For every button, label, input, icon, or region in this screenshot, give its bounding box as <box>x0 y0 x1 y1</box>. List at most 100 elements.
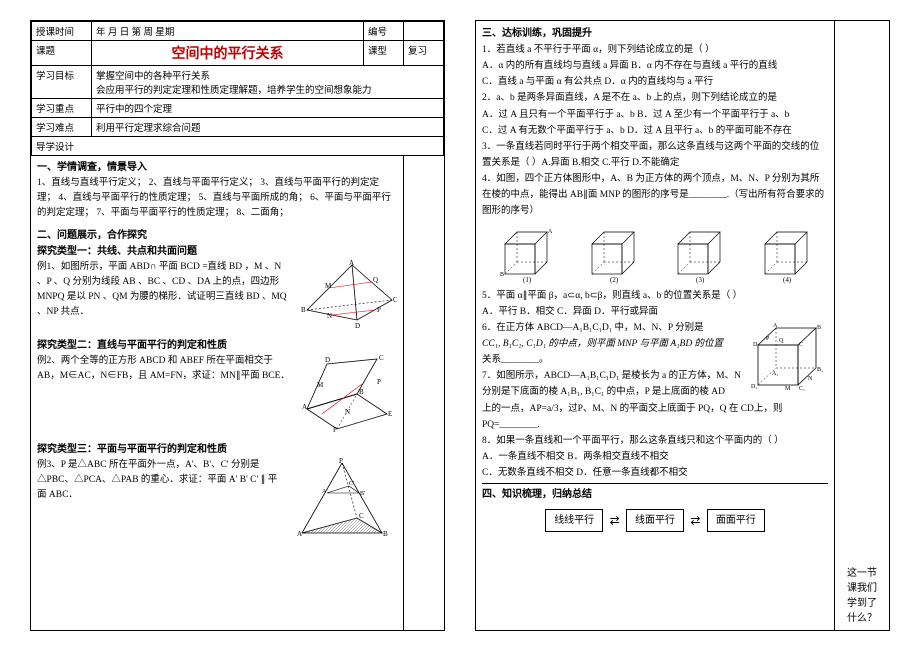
q7: 7．如图所示，ABCD—A₁B₁C₁D₁ 是棱长为 a 的正方体，M、N <box>482 368 744 384</box>
svg-text:C: C <box>359 512 364 520</box>
svg-text:(3): (3) <box>696 276 705 284</box>
svg-text:P: P <box>766 336 770 342</box>
unit-cube-figure: D Q C P A B D₁ C₁ A₁ B₁ M N <box>748 320 828 400</box>
hdr-design-label: 导学设计 <box>32 137 444 156</box>
svg-text:D: D <box>753 342 758 348</box>
q1b: C．直线 a 与平面 α 有公共点 D．α 内的直线均与 a 平行 <box>482 74 828 90</box>
lesson-title: 空间中的平行关系 <box>92 41 364 66</box>
svg-text:A': A' <box>322 489 327 495</box>
svg-text:A: A <box>302 403 307 411</box>
q1: 1．若直线 a 不平行于平面 α，则下列结论成立的是（ ） <box>482 42 828 58</box>
svg-text:A₁: A₁ <box>772 371 778 377</box>
svg-text:B₁: B₁ <box>817 367 823 373</box>
svg-text:E: E <box>388 410 392 418</box>
svg-text:B': B' <box>360 491 365 497</box>
hdr-goal-value: 掌握空间中的各种平行关系 会应用平行的判定定理和性质定理解题，培养学生的空间想象… <box>92 66 444 99</box>
two-squares-figure: D C A B F E M N P <box>297 354 397 434</box>
svg-text:Q: Q <box>779 338 784 344</box>
svg-text:D: D <box>325 356 330 364</box>
svg-text:C: C <box>393 296 397 304</box>
svg-text:C: C <box>799 342 803 348</box>
flow-b1: 线线平行 <box>545 509 603 532</box>
svg-text:M: M <box>317 381 324 389</box>
sec4-title: 四、知识梳理，归纳总结 <box>482 486 828 503</box>
hdr-diff-value: 利用平行定理求综合问题 <box>92 118 444 137</box>
q4: 4．如图，四个正方体图形中，A、B 为正方体的两个顶点，M、N、P 分别为其所在… <box>482 171 828 219</box>
t1-title: 探究类型一：共线、共点和共面问题 <box>37 244 397 260</box>
t3-body: 例3、P 是△ABC 所在平面外一点，A'、B'、C' 分别是 △PBC、△PC… <box>37 458 281 543</box>
tetrahedron-figure: A B D C M Q N P <box>297 260 397 330</box>
hdr-time-label: 授课时间 <box>32 22 92 41</box>
q6: 6．在正方体 ABCD—A₁B₁C₁D₁ 中，M、N、P 分别是 <box>482 320 744 336</box>
t2-body: 例2、两个全等的正方形 ABCD 和 ABEF 所在平面相交于 AB，M∈AC，… <box>37 354 291 434</box>
svg-text:C': C' <box>349 481 354 487</box>
svg-text:M: M <box>325 282 332 290</box>
svg-text:A: A <box>773 323 778 329</box>
q8a: A．一条直线不相交 B．两条相交直线不相交 <box>482 449 828 465</box>
svg-text:C: C <box>379 354 384 362</box>
right-page: 三、达标训练，巩固提升 1．若直线 a 不平行于平面 α，则下列结论成立的是（ … <box>475 20 890 631</box>
arrow-icon: ⇄ <box>610 514 620 528</box>
svg-text:N: N <box>808 376 813 382</box>
q2: 2．a、b 是两条异面直线，A 是不在 a、b 上的点，则下列结论成立的是 <box>482 90 828 106</box>
q2b: C．过 A 有无数个平面平行于 a、b D．过 A 且平行 a、b 的平面可能不… <box>482 123 828 139</box>
svg-text:D: D <box>355 322 360 330</box>
svg-text:B: B <box>359 388 364 396</box>
pyramid-figure: P A B C A' B' C' <box>287 458 397 543</box>
hdr-num-label: 编号 <box>364 22 404 41</box>
q8: 8．如果一条直线和一个平面平行，那么这条直线只和这个平面内的（ ） <box>482 433 828 449</box>
svg-text:B: B <box>383 530 388 538</box>
svg-text:P: P <box>377 306 381 314</box>
q6b: CC₁, B₁C₁, C₁D₁ 的中点，则平面 MNP 与平面 A₁BD 的位置 <box>482 336 744 352</box>
hdr-focus-value: 平行中的四个定理 <box>92 99 444 118</box>
right-body: 三、达标训练，巩固提升 1．若直线 a 不平行于平面 α，则下列结论成立的是（ … <box>476 21 834 630</box>
q5a: A．平行 B．相交 C．异面 D．平行或异面 <box>482 304 828 320</box>
flow-b2: 线面平行 <box>626 509 684 532</box>
header-table: 授课时间 年 月 日 第 周 星期 编号 课题 空间中的平行关系 课型 复习 学… <box>31 21 444 156</box>
svg-text:N: N <box>327 312 332 320</box>
svg-text:N: N <box>345 408 350 416</box>
hdr-time-value: 年 月 日 第 周 星期 <box>92 22 364 41</box>
cube-3: (3) <box>668 224 728 284</box>
hdr-focus-label: 学习重点 <box>32 99 92 118</box>
q7b: 分别是下底面的棱 A₁B₁, B₁C₁ 的中点，P 是上底面的棱 AD <box>482 384 744 400</box>
svg-text:F: F <box>333 426 337 434</box>
q5: 5．平面 α∥平面 β，a⊂α, b⊂β，则直线 a、b 的位置关系是（ ） <box>482 288 828 304</box>
left-margin <box>404 156 444 630</box>
svg-text:M: M <box>785 386 791 392</box>
q3: 3．一条直线若同时平行于两个相交平面，那么这条直线与这两个平面的交线的位置关系是… <box>482 139 828 171</box>
q7c: 上的一点，AP=a/3，过P、M、N 的平面交上底面于 PQ，Q 在 CD上，则 <box>482 401 828 417</box>
svg-text:P: P <box>377 378 381 386</box>
svg-text:(1): (1) <box>523 276 532 284</box>
four-cubes-row: B A (1) (2) <box>482 224 828 284</box>
svg-text:C₁: C₁ <box>799 386 805 392</box>
sec1-title: 一、学情调查，情景导入 <box>37 160 397 176</box>
hdr-num-value <box>404 22 444 41</box>
t2-title: 探究类型二：直线与平面平行的判定和性质 <box>37 338 397 354</box>
flow-diagram: 线线平行 ⇄ 线面平行 ⇄ 面面平行 <box>482 509 828 532</box>
sec1-body: 1、直线与直线平行定义； 2、直线与平面平行定义； 3、直线与平面平行的判定定理… <box>37 176 397 222</box>
svg-text:A: A <box>548 229 553 235</box>
sidebar-question: 这一节 课我们 学到了 什么？ <box>837 564 887 624</box>
t3-title: 探究类型三：平面与平面平行的判定和性质 <box>37 442 397 458</box>
q7d: PQ=________. <box>482 417 828 433</box>
cube-1: B A (1) <box>495 224 555 284</box>
hdr-goal-label: 学习目标 <box>32 66 92 99</box>
hdr-type-value: 复习 <box>404 41 444 66</box>
hdr-type-label: 课型 <box>364 41 404 66</box>
left-body: 一、学情调查，情景导入 1、直线与直线平行定义； 2、直线与平面平行定义； 3、… <box>31 156 404 630</box>
svg-text:D₁: D₁ <box>751 384 757 390</box>
q6c: 关系________。 <box>482 352 744 368</box>
hdr-topic-label: 课题 <box>32 41 92 66</box>
cube-2: (2) <box>582 224 642 284</box>
svg-text:(4): (4) <box>783 276 792 284</box>
q1a: A．α 内的所有直线均与直线 a 异面 B．α 内不存在与直线 a 平行的直线 <box>482 58 828 74</box>
flow-b3: 面面平行 <box>707 509 765 532</box>
left-page: 授课时间 年 月 日 第 周 星期 编号 课题 空间中的平行关系 课型 复习 学… <box>30 20 445 631</box>
svg-text:A: A <box>297 530 302 538</box>
svg-text:B: B <box>817 325 821 331</box>
svg-text:B: B <box>500 272 504 278</box>
hdr-diff-label: 学习难点 <box>32 118 92 137</box>
cube-4: (4) <box>755 224 815 284</box>
svg-text:Q: Q <box>373 276 378 284</box>
